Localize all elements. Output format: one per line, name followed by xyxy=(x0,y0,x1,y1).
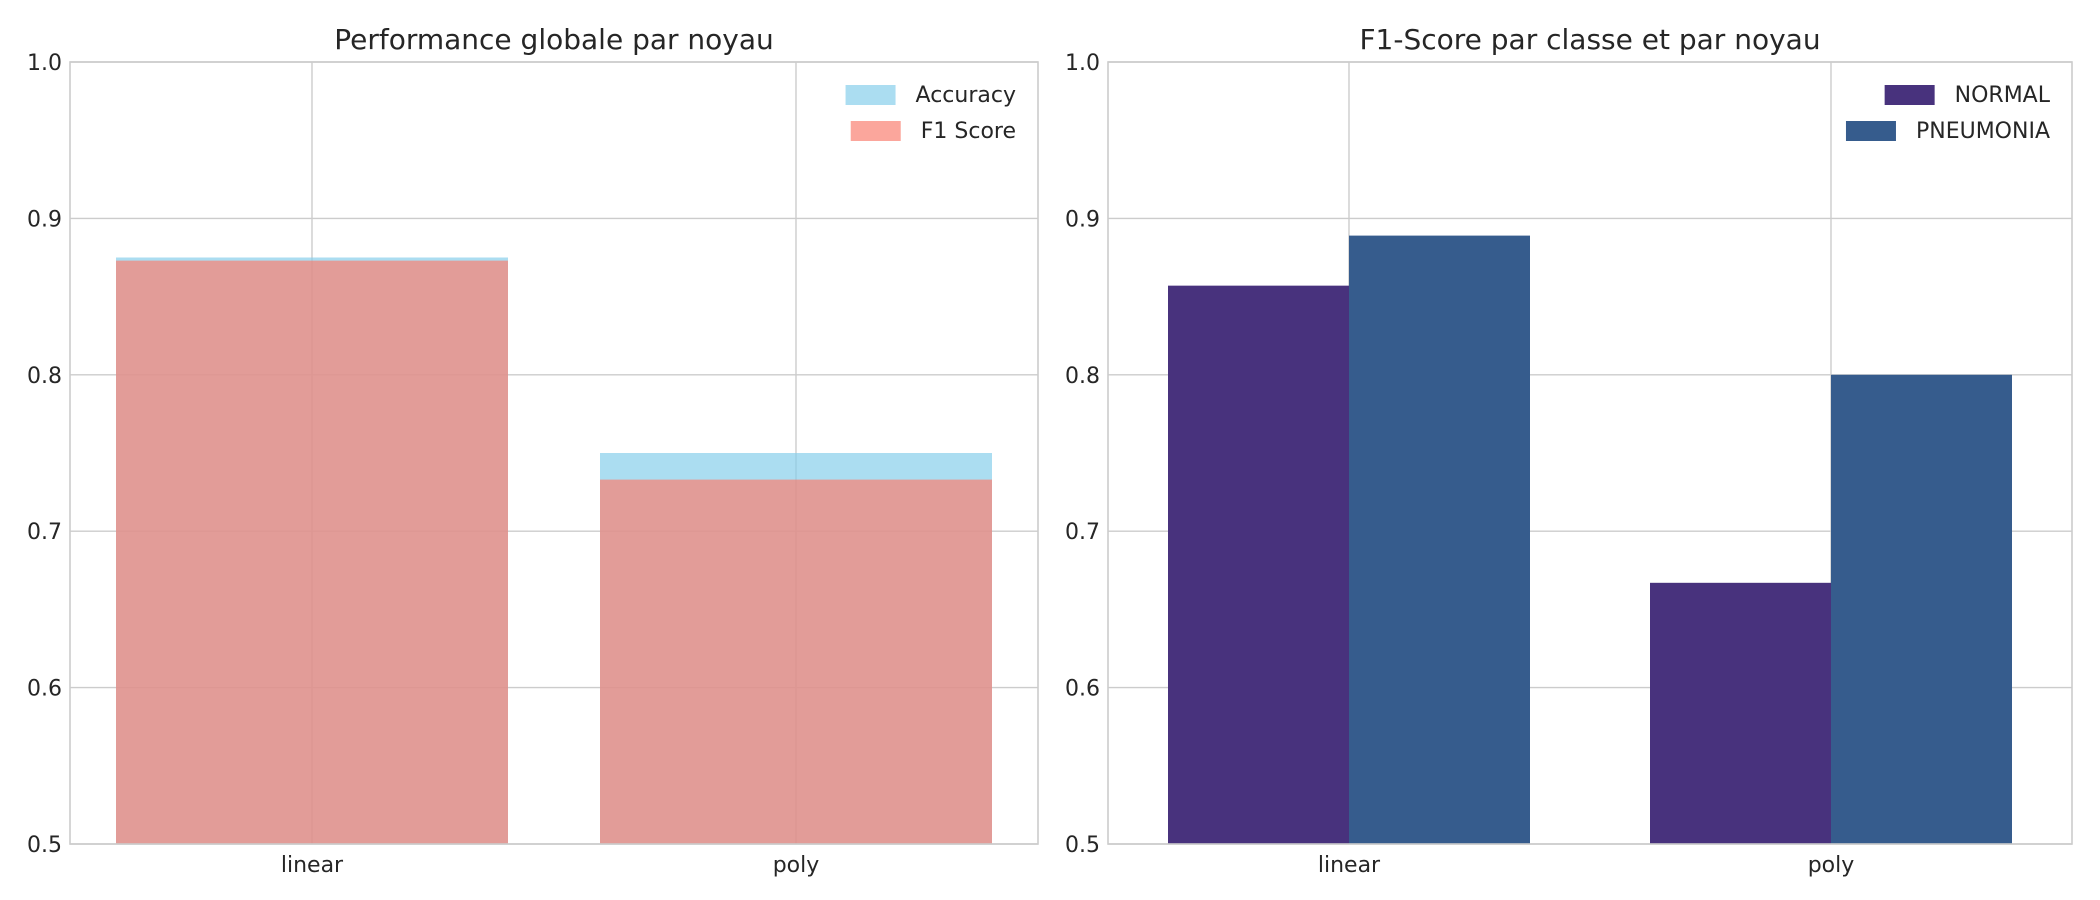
legend-label-normal: NORMAL xyxy=(1955,83,2051,108)
y-axis-ticks: 0.5 0.6 0.7 0.8 0.9 1.0 xyxy=(27,51,62,858)
bar-normal-poly xyxy=(1650,582,1831,844)
y-tick-label: 0.5 xyxy=(27,833,62,858)
bar-f1-score-linear xyxy=(116,260,508,844)
legend-swatch-normal xyxy=(1884,85,1935,105)
legend: NORMAL PNEUMONIA xyxy=(1845,83,2051,144)
y-tick-label: 0.6 xyxy=(1065,677,1100,702)
y-tick-label: 0.8 xyxy=(27,364,62,389)
y-tick-label: 0.9 xyxy=(27,207,62,232)
bars xyxy=(1168,235,2012,845)
x-axis-ticks: linear poly xyxy=(281,853,819,878)
y-tick-label: 0.7 xyxy=(27,520,62,545)
y-tick-label: 0.7 xyxy=(1065,520,1100,545)
x-tick-label: poly xyxy=(773,853,820,878)
y-tick-label: 0.5 xyxy=(1065,833,1100,858)
y-tick-label: 1.0 xyxy=(1065,51,1100,76)
legend-swatch-pneumonia xyxy=(1845,121,1896,141)
plot-area xyxy=(1107,61,2073,845)
legend-label-f1-score: F1 Score xyxy=(921,119,1016,144)
bar-normal-linear xyxy=(1168,285,1349,845)
x-tick-label: linear xyxy=(281,853,344,878)
y-axis-ticks: 0.5 0.6 0.7 0.8 0.9 1.0 xyxy=(1065,51,1100,858)
y-tick-label: 0.6 xyxy=(27,677,62,702)
x-axis-ticks: linear poly xyxy=(1318,853,1854,878)
y-tick-label: 1.0 xyxy=(27,51,62,76)
bars xyxy=(116,257,992,844)
bar-pneumonia-linear xyxy=(1349,235,1530,844)
x-tick-label: linear xyxy=(1318,853,1381,878)
chart-f1-par-classe: F1-Score par classe et par noyau 0.50.60… xyxy=(1065,23,2073,878)
legend-label-accuracy: Accuracy xyxy=(916,83,1016,108)
bar-f1-score-poly xyxy=(600,479,992,844)
legend-label-pneumonia: PNEUMONIA xyxy=(1916,119,2050,144)
bar-pneumonia-poly xyxy=(1831,374,2012,844)
plot-area xyxy=(69,61,1039,845)
chart-title: Performance globale par noyau xyxy=(334,23,774,56)
x-tick-label: poly xyxy=(1808,853,1855,878)
chart-performance-globale: Performance globale par noyau 0.50.60.70… xyxy=(27,23,1039,878)
legend-swatch-accuracy xyxy=(845,85,896,105)
chart-title: F1-Score par classe et par noyau xyxy=(1359,23,1820,56)
y-tick-label: 0.9 xyxy=(1065,207,1100,232)
legend: Accuracy F1 Score xyxy=(845,83,1016,144)
legend-swatch-f1-score xyxy=(850,121,901,141)
y-tick-label: 0.8 xyxy=(1065,364,1100,389)
